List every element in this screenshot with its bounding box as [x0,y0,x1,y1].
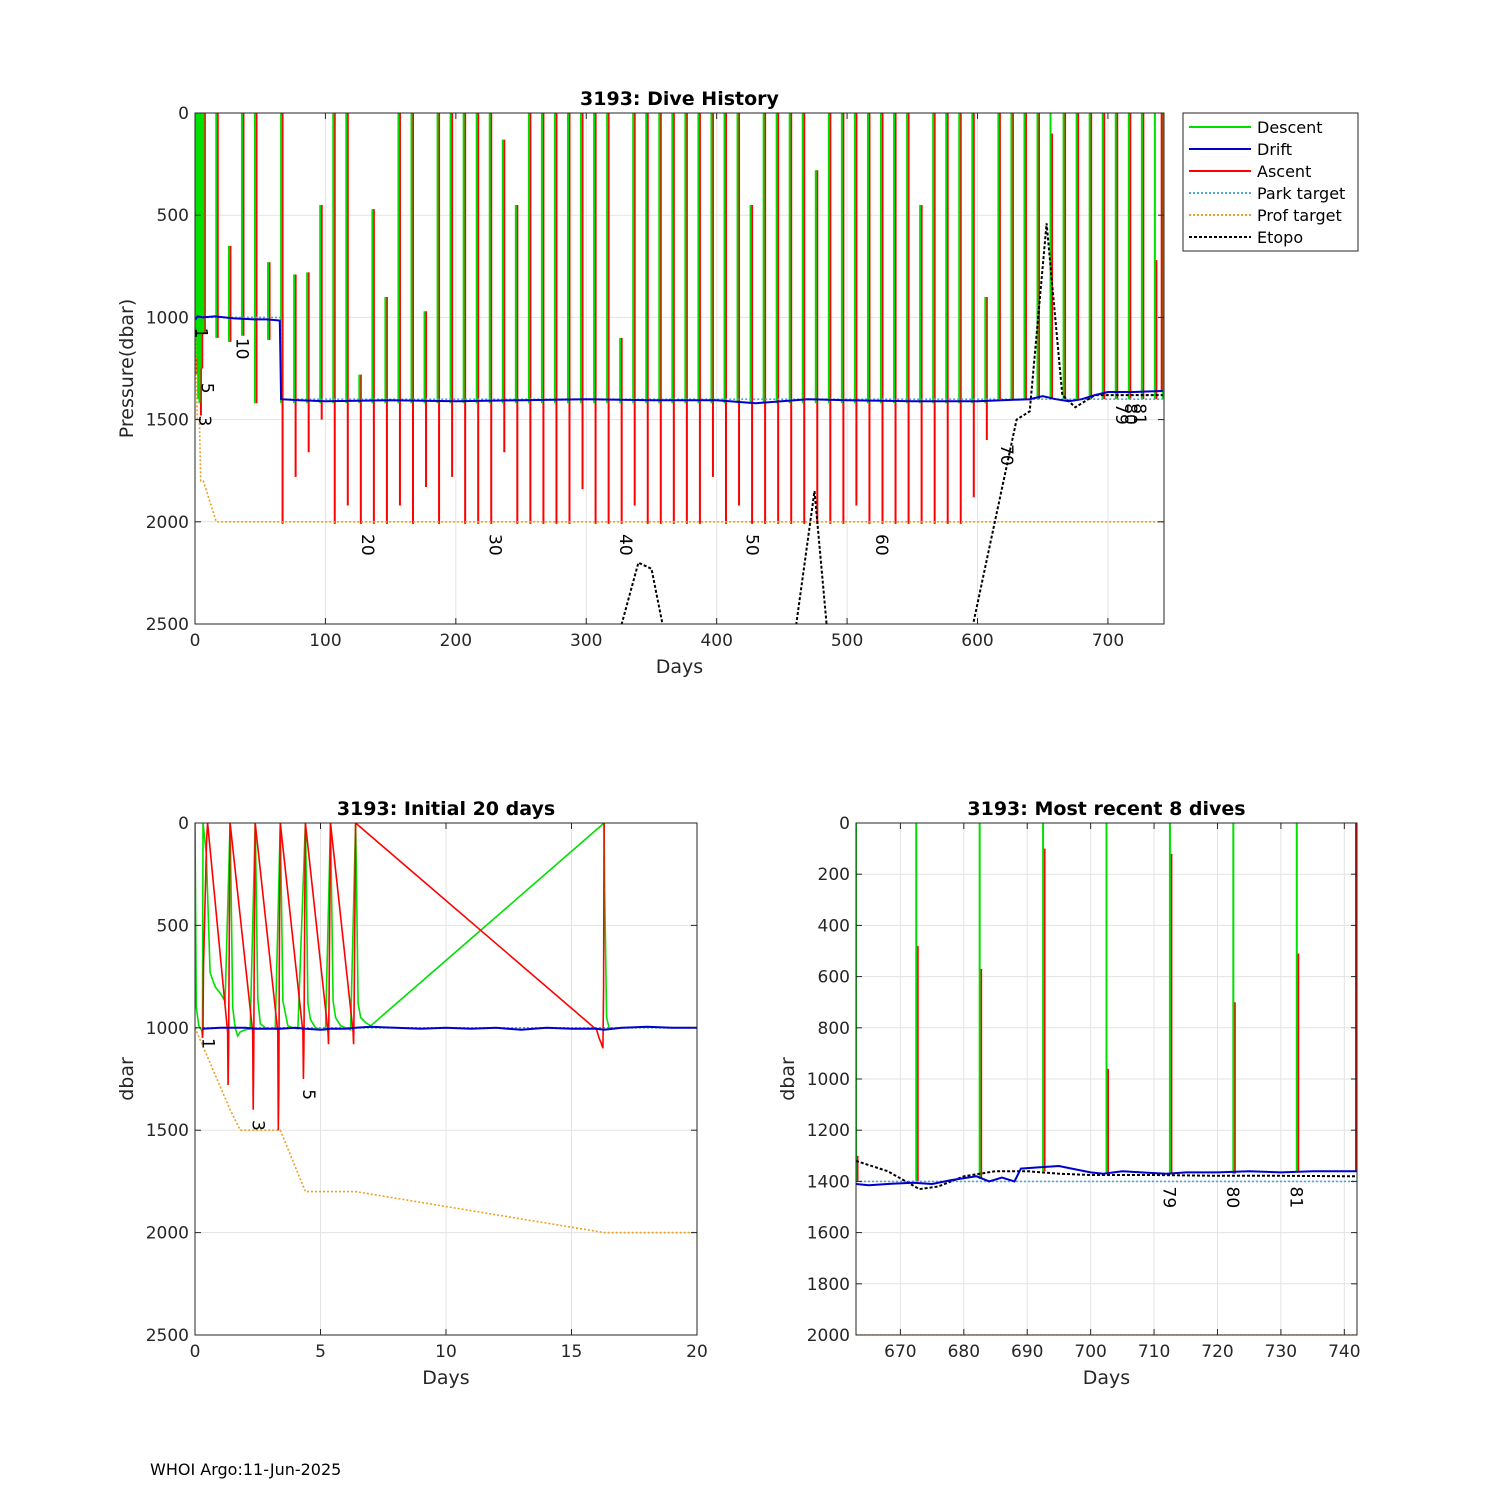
cycle-label: 20 [357,534,377,556]
cycle-label: 3 [248,1120,268,1131]
x-tick-label: 730 [1265,1342,1297,1362]
y-tick-label: 2000 [807,1326,850,1346]
cycle-label: 3 [194,416,214,427]
x-tick-label: 400 [700,631,732,651]
y-tick-label: 0 [839,814,850,834]
y-axis-label: dbar [116,1057,138,1101]
y-tick-label: 400 [818,916,850,936]
x-tick-label: 600 [961,631,993,651]
cycle-label: 60 [871,534,891,556]
cycle-label: 40 [615,534,635,556]
y-tick-label: 2500 [146,615,189,635]
y-axis-label: dbar [777,1057,799,1101]
cycle-label: 81 [1129,403,1149,425]
series-prof-target [195,1027,697,1234]
y-tick-label: 2000 [146,513,189,533]
y-tick-label: 1000 [807,1070,850,1090]
y-tick-label: 1000 [146,1019,189,1039]
y-tick-label: 800 [818,1019,850,1039]
chart-panel-3: 670 680 690 700 710 720 730 740 0 200 400 600 800 100… [777,798,1361,1389]
cycle-label: 79 [1159,1187,1179,1209]
series-drift [202,1025,697,1031]
x-tick-label: 20 [686,1342,708,1362]
series-ascent [201,823,605,1131]
footer-text: WHOI Argo:11-Jun-2025 [150,1460,342,1479]
x-tick-label: 0 [190,1342,201,1362]
cycle-label: 79 [1111,403,1131,425]
x-axis-label: Days [1083,1367,1130,1389]
legend-label: Ascent [1257,162,1311,181]
y-tick-label: 1800 [807,1275,850,1295]
x-tick-label: 710 [1138,1342,1170,1362]
x-tick-label: 720 [1201,1342,1233,1362]
series-etopo [856,1159,1357,1191]
chart-title: 3193: Dive History [580,88,779,110]
x-tick-label: 5 [315,1342,326,1362]
cycle-label: 81 [1285,1187,1305,1209]
x-tick-label: 700 [1092,631,1124,651]
legend-box [1182,112,1359,252]
cycle-label: 1 [190,328,210,339]
x-tick-label: 100 [309,631,341,651]
legend-label: Prof target [1257,206,1342,225]
y-tick-label: 1200 [807,1121,850,1141]
y-tick-label: 1400 [807,1172,850,1192]
y-tick-label: 0 [178,814,189,834]
series-park-target [195,316,1163,401]
y-tick-label: 1500 [146,411,189,431]
y-axis-label: Pressure(dbar) [116,299,138,439]
y-tick-label: 600 [818,968,850,988]
x-tick-label: 10 [435,1342,457,1362]
x-tick-label: 690 [1011,1342,1043,1362]
cycle-label: 30 [485,534,505,556]
series-drift [195,315,1163,405]
x-tick-label: 15 [561,1342,583,1362]
legend-label: Descent [1257,118,1323,137]
x-tick-label: 680 [948,1342,980,1362]
y-tick-label: 200 [818,865,850,885]
chart-title: 3193: Most recent 8 dives [967,798,1245,820]
plot-area [195,113,1164,624]
x-axis-label: Days [656,656,703,678]
y-tick-label: 1000 [146,308,189,328]
x-tick-label: 500 [831,631,863,651]
x-tick-label: 670 [884,1342,916,1362]
series-drift [856,1164,1357,1187]
x-tick-label: 0 [190,631,201,651]
cycle-label: 5 [298,1089,318,1100]
x-tick-label: 700 [1074,1342,1106,1362]
legend: Descent Drift Ascent Park target Prof target… [1182,112,1359,252]
series-descent [195,823,620,1038]
y-tick-label: 500 [157,206,189,226]
cycle-label: 80 [1222,1187,1242,1209]
y-tick-label: 0 [178,104,189,124]
y-tick-label: 500 [157,916,189,936]
axes-box [194,112,1165,625]
series-prof-target [195,317,1163,523]
legend-label: Etopo [1257,228,1303,247]
legend-label: Park target [1257,184,1345,203]
plot-area [856,823,1357,1335]
y-tick-label: 2000 [146,1224,189,1244]
x-tick-label: 740 [1328,1342,1360,1362]
legend-label: Drift [1257,140,1292,159]
cycle-label: 50 [742,534,762,556]
chart-title: 3193: Initial 20 days [337,798,555,820]
cycle-label: 70 [996,444,1016,466]
plot-area [195,823,697,1234]
x-tick-label: 300 [570,631,602,651]
cycle-label: 10 [232,338,252,360]
y-tick-label: 1500 [146,1121,189,1141]
chart-panel-1: 0 100 200 300 400 500 600 700 0 500 1000 1500 2000 25… [116,88,1359,678]
cycle-label: 80 [1120,403,1140,425]
cycle-label: 1 [198,1038,218,1049]
y-tick-label: 1600 [807,1224,850,1244]
x-tick-label: 200 [440,631,472,651]
cycle-label: 5 [197,383,217,394]
y-tick-label: 2500 [146,1326,189,1346]
x-axis-label: Days [422,1367,469,1389]
